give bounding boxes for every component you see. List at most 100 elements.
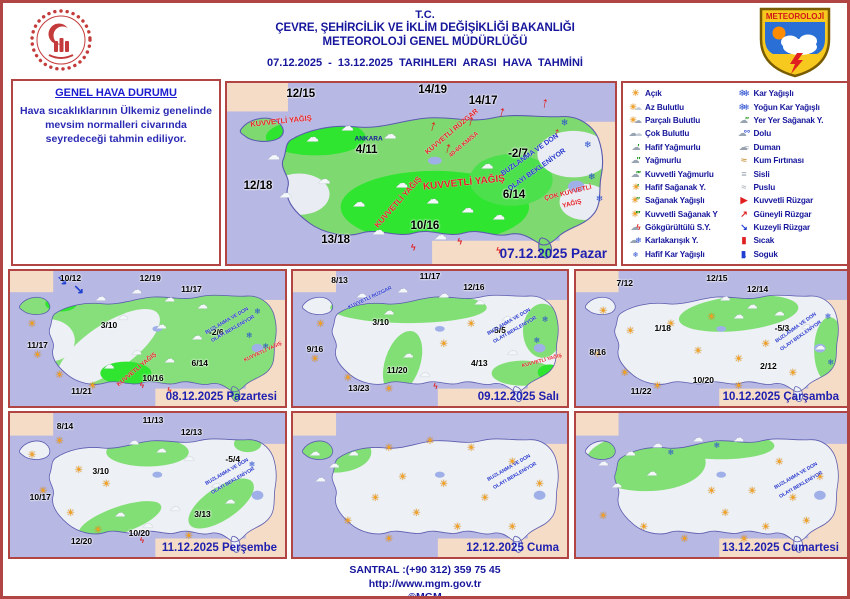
snowflake-icon: ❄ <box>827 357 835 367</box>
temperature-label: 12/18 <box>243 180 273 193</box>
shower-icon: ☀″ <box>628 196 643 205</box>
sun-icon: ☀ <box>370 493 380 505</box>
cloud-icon: ☁ <box>197 299 208 312</box>
warning-label: YAĞIŞ <box>561 198 583 211</box>
footer-copyright: ©MGM <box>408 591 442 599</box>
sun-icon: ☀ <box>452 522 462 534</box>
svg-text:★: ★ <box>53 23 58 30</box>
turkey-map <box>10 271 285 406</box>
temperature-label: -5/3 <box>774 322 790 333</box>
header-mgm-name: METEOROLOJİ GENEL MÜDÜRLÜĞÜ <box>322 36 528 48</box>
sun-icon: ☀ <box>93 525 103 537</box>
legend-column-left: ☀ Açık ☀☁ Az Bulutlu ☀☁ Parçalı Bulutlu ☁☁ Çok … <box>628 87 737 261</box>
map-date-label: 11.12.2025 Perşembe <box>161 542 277 554</box>
temperature-label: 3/13 <box>194 508 211 519</box>
cloud-icon: ☁ <box>692 432 704 445</box>
sun-icon: ☀ <box>439 339 449 351</box>
legend-item: ↗ Güneyli Rüzgar <box>737 208 846 221</box>
fog-icon: ≡ <box>737 169 752 179</box>
temperature-label: 8/13 <box>331 275 348 286</box>
temperature-label: 12/15 <box>286 87 316 100</box>
turkey-map <box>293 413 567 557</box>
legend-item: ☁☁ Çok Bulutlu <box>628 127 737 140</box>
cloud-icon: ☁ <box>103 359 115 371</box>
cloud-icon: ☁ <box>383 305 395 317</box>
legend-label: Kuzeyli Rüzgar <box>753 223 811 233</box>
cloud-icon: ☁ <box>597 456 609 469</box>
cloud-icon: ☁ <box>461 200 475 216</box>
temperature-label: 11/17 <box>181 283 202 294</box>
temperature-label: 6/14 <box>502 189 526 202</box>
smoke-icon: ☁≈ <box>737 141 752 152</box>
sun-icon: ☀ <box>425 435 435 447</box>
snow-icon: ❄✻ <box>737 89 752 98</box>
legend-label: Çok Bulutlu <box>645 129 690 139</box>
clouds-icon: ☁ <box>628 128 638 139</box>
sun-icon: ☀ <box>507 457 517 469</box>
sun-small-cloud-icon: ☀☁ <box>628 102 643 112</box>
legend-item: ☁❄ Karlakarışık Y. <box>628 234 737 247</box>
rain-icon: ″ <box>636 156 641 166</box>
map-date-label: 13.12.2025 Cumartesi <box>722 542 839 554</box>
legend-label: Hafif Yağmurlu <box>645 142 701 152</box>
cloud-icon: ☁ <box>438 288 450 301</box>
light-shower-icon: ′ <box>637 182 639 192</box>
thunderstorm-icon: ϟ <box>636 223 641 233</box>
wind-arrow-icon: ↘ <box>73 281 85 297</box>
snowflake-icon: ❄ <box>248 459 256 469</box>
legend-column-right: ❄✻ Kar Yağışlı ❄❄ Yoğun Kar Yağışlı ☁″ Yer Ye… <box>737 87 846 261</box>
wind-arrow-icon: ↘ <box>56 272 68 288</box>
temperature-label: 14/19 <box>418 84 448 97</box>
forecast-map-sunday: 12/15 14/19 14/17 4/11 -2/7 12/18 6/14 10/16 13/… <box>225 81 617 266</box>
smoke-icon: ☁ <box>738 141 748 152</box>
light-shower-icon: ☀′ <box>628 182 643 192</box>
cloud-icon: ☁ <box>352 194 366 210</box>
legend-label: Güneyli Rüzgar <box>753 209 812 219</box>
legend-item: ☀☁ Az Bulutlu <box>628 100 737 113</box>
turkey-map <box>576 271 847 406</box>
temperature-label: 11/13 <box>142 415 164 426</box>
shower-icon: ″ <box>636 196 640 206</box>
cloud-icon: ☁ <box>733 309 745 322</box>
clouds-icon: ☁☁ <box>628 129 643 138</box>
legend-label: Yer Yer Sağanak Y. <box>753 115 824 125</box>
sun-icon: ☀ <box>639 522 649 534</box>
sun-icon: ☀ <box>55 435 64 447</box>
cloud-icon: ☁ <box>371 222 385 238</box>
cloud-icon: ☁ <box>114 507 126 520</box>
temperature-label: 12/13 <box>180 426 203 437</box>
sun-icon: ☀ <box>652 381 662 393</box>
temperature-label: 14/17 <box>468 95 498 108</box>
cloud-icon: ☁ <box>719 291 731 304</box>
header: ★ T.C. ÇEVRE, ŞEHİRCİLİK VE İKLİM DEĞİŞİ… <box>3 3 847 78</box>
legend-item: ❄❄ Yoğun Kar Yağışlı <box>737 100 846 113</box>
temperature-label: 10/12 <box>59 272 82 283</box>
header-date-range: 07.12.2025 - 13.12.2025 TARIHLERI ARASI … <box>267 57 583 69</box>
sun-icon: ☀ <box>815 471 825 483</box>
local-shower-icon: ☁″ <box>737 115 752 125</box>
legend-label: Soguk <box>753 249 778 259</box>
cloud-icon: ☁ <box>340 118 354 134</box>
temperature-label: 10/16 <box>410 219 440 232</box>
sun-cloud-icon: ☀ <box>628 114 638 125</box>
south-wind-icon: ↗ <box>740 208 748 219</box>
cloud-icon: ☁ <box>131 345 142 358</box>
forecast-map-monday: 10/12 12/19 11/17 3/10 -2/6 11/17 6/14 10/16 11/… <box>8 269 287 408</box>
turkey-map <box>10 413 285 557</box>
sun-icon: ☀ <box>38 486 48 498</box>
warning-label: KUVVETLİ YAĞIŞ <box>250 113 313 129</box>
sun-icon: ☀ <box>593 348 603 360</box>
sun-icon: ☀ <box>88 381 97 393</box>
cloud-icon: ☁ <box>210 478 222 491</box>
sun-icon: ☀ <box>466 319 476 330</box>
legend-label: Açık <box>645 89 662 99</box>
temperature-label: 10/17 <box>29 491 51 502</box>
cloud-icon: ☁ <box>624 446 636 459</box>
heavy-rain-icon: ☁ <box>630 168 640 179</box>
temperature-label: 11/21 <box>71 386 92 397</box>
sun-icon: ☀ <box>27 450 37 462</box>
storm-icon: ϟ <box>433 382 438 392</box>
cloud-icon: ☁ <box>356 288 367 301</box>
map-date-label: 07.12.2025 Pazar <box>499 246 607 261</box>
legend-item: ☀☁ Parçalı Bulutlu <box>628 114 737 127</box>
